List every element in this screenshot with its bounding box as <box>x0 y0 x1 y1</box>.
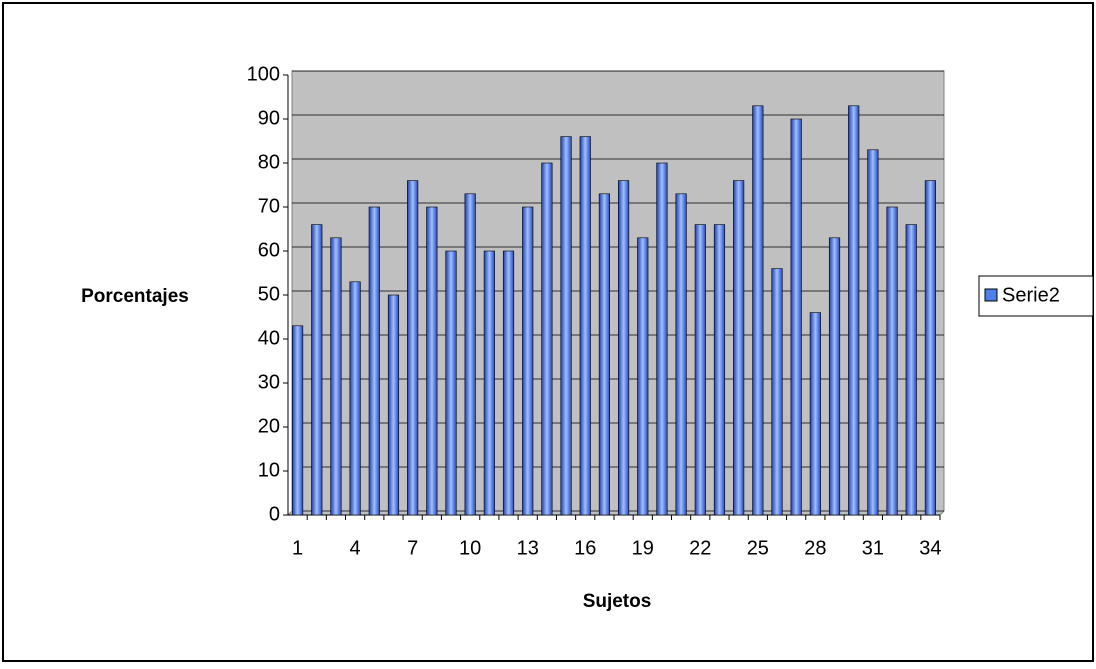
x-tick-label: 13 <box>517 537 539 559</box>
bar <box>752 105 764 516</box>
bar <box>905 224 917 516</box>
x-tick-label: 7 <box>407 537 418 559</box>
bar <box>924 180 936 516</box>
bar <box>598 193 610 516</box>
bar <box>502 250 515 516</box>
bar <box>675 193 687 516</box>
bar <box>637 237 649 516</box>
x-tick-label: 25 <box>747 537 769 559</box>
bar <box>368 206 380 516</box>
bar <box>292 325 304 516</box>
legend-swatch <box>984 288 998 302</box>
y-tick-label: 20 <box>258 415 280 437</box>
bar <box>771 268 783 516</box>
bar <box>541 162 553 516</box>
bar <box>311 224 323 516</box>
bar <box>579 136 591 516</box>
bar <box>445 250 457 516</box>
bar <box>330 237 342 516</box>
bar <box>464 193 476 516</box>
y-tick-label: 80 <box>258 151 280 173</box>
bar <box>349 281 361 516</box>
plot-background <box>286 70 945 516</box>
y-tick-label: 30 <box>258 371 280 393</box>
bar <box>848 105 860 516</box>
x-tick-label: 19 <box>632 537 654 559</box>
bar <box>483 250 495 516</box>
y-tick-label: 50 <box>258 283 280 305</box>
y-tick-label: 100 <box>247 63 280 85</box>
bar <box>809 312 821 516</box>
bar <box>828 237 841 516</box>
x-tick-label: 31 <box>862 537 884 559</box>
y-tick-label: 10 <box>258 459 280 481</box>
legend-label: Serie2 <box>1002 284 1060 306</box>
x-tick-label: 34 <box>919 537 941 559</box>
bar <box>733 180 745 516</box>
y-tick-label: 0 <box>269 503 280 525</box>
y-axis-title: Porcentajes <box>81 286 189 307</box>
bar <box>618 180 630 516</box>
bar <box>407 180 419 516</box>
bar <box>426 206 438 516</box>
bar <box>886 206 898 516</box>
x-tick-label: 4 <box>350 537 361 559</box>
bar <box>790 118 802 516</box>
y-tick-label: 70 <box>258 195 280 217</box>
bar <box>522 206 534 516</box>
bar <box>387 294 400 516</box>
bar <box>694 224 706 516</box>
y-tick-label: 90 <box>258 107 280 129</box>
x-tick-label: 10 <box>459 537 481 559</box>
bar <box>656 162 668 516</box>
x-axis-title: Sujetos <box>583 591 652 612</box>
x-tick-label: 22 <box>689 537 711 559</box>
bar <box>560 136 572 516</box>
legend-box <box>978 275 1094 317</box>
bar <box>713 224 726 516</box>
y-tick-label: 60 <box>258 239 280 261</box>
bar <box>867 149 879 516</box>
x-tick-label: 28 <box>804 537 826 559</box>
y-tick-label: 40 <box>258 327 280 349</box>
x-tick-label: 16 <box>574 537 596 559</box>
x-tick-label: 1 <box>292 537 303 559</box>
